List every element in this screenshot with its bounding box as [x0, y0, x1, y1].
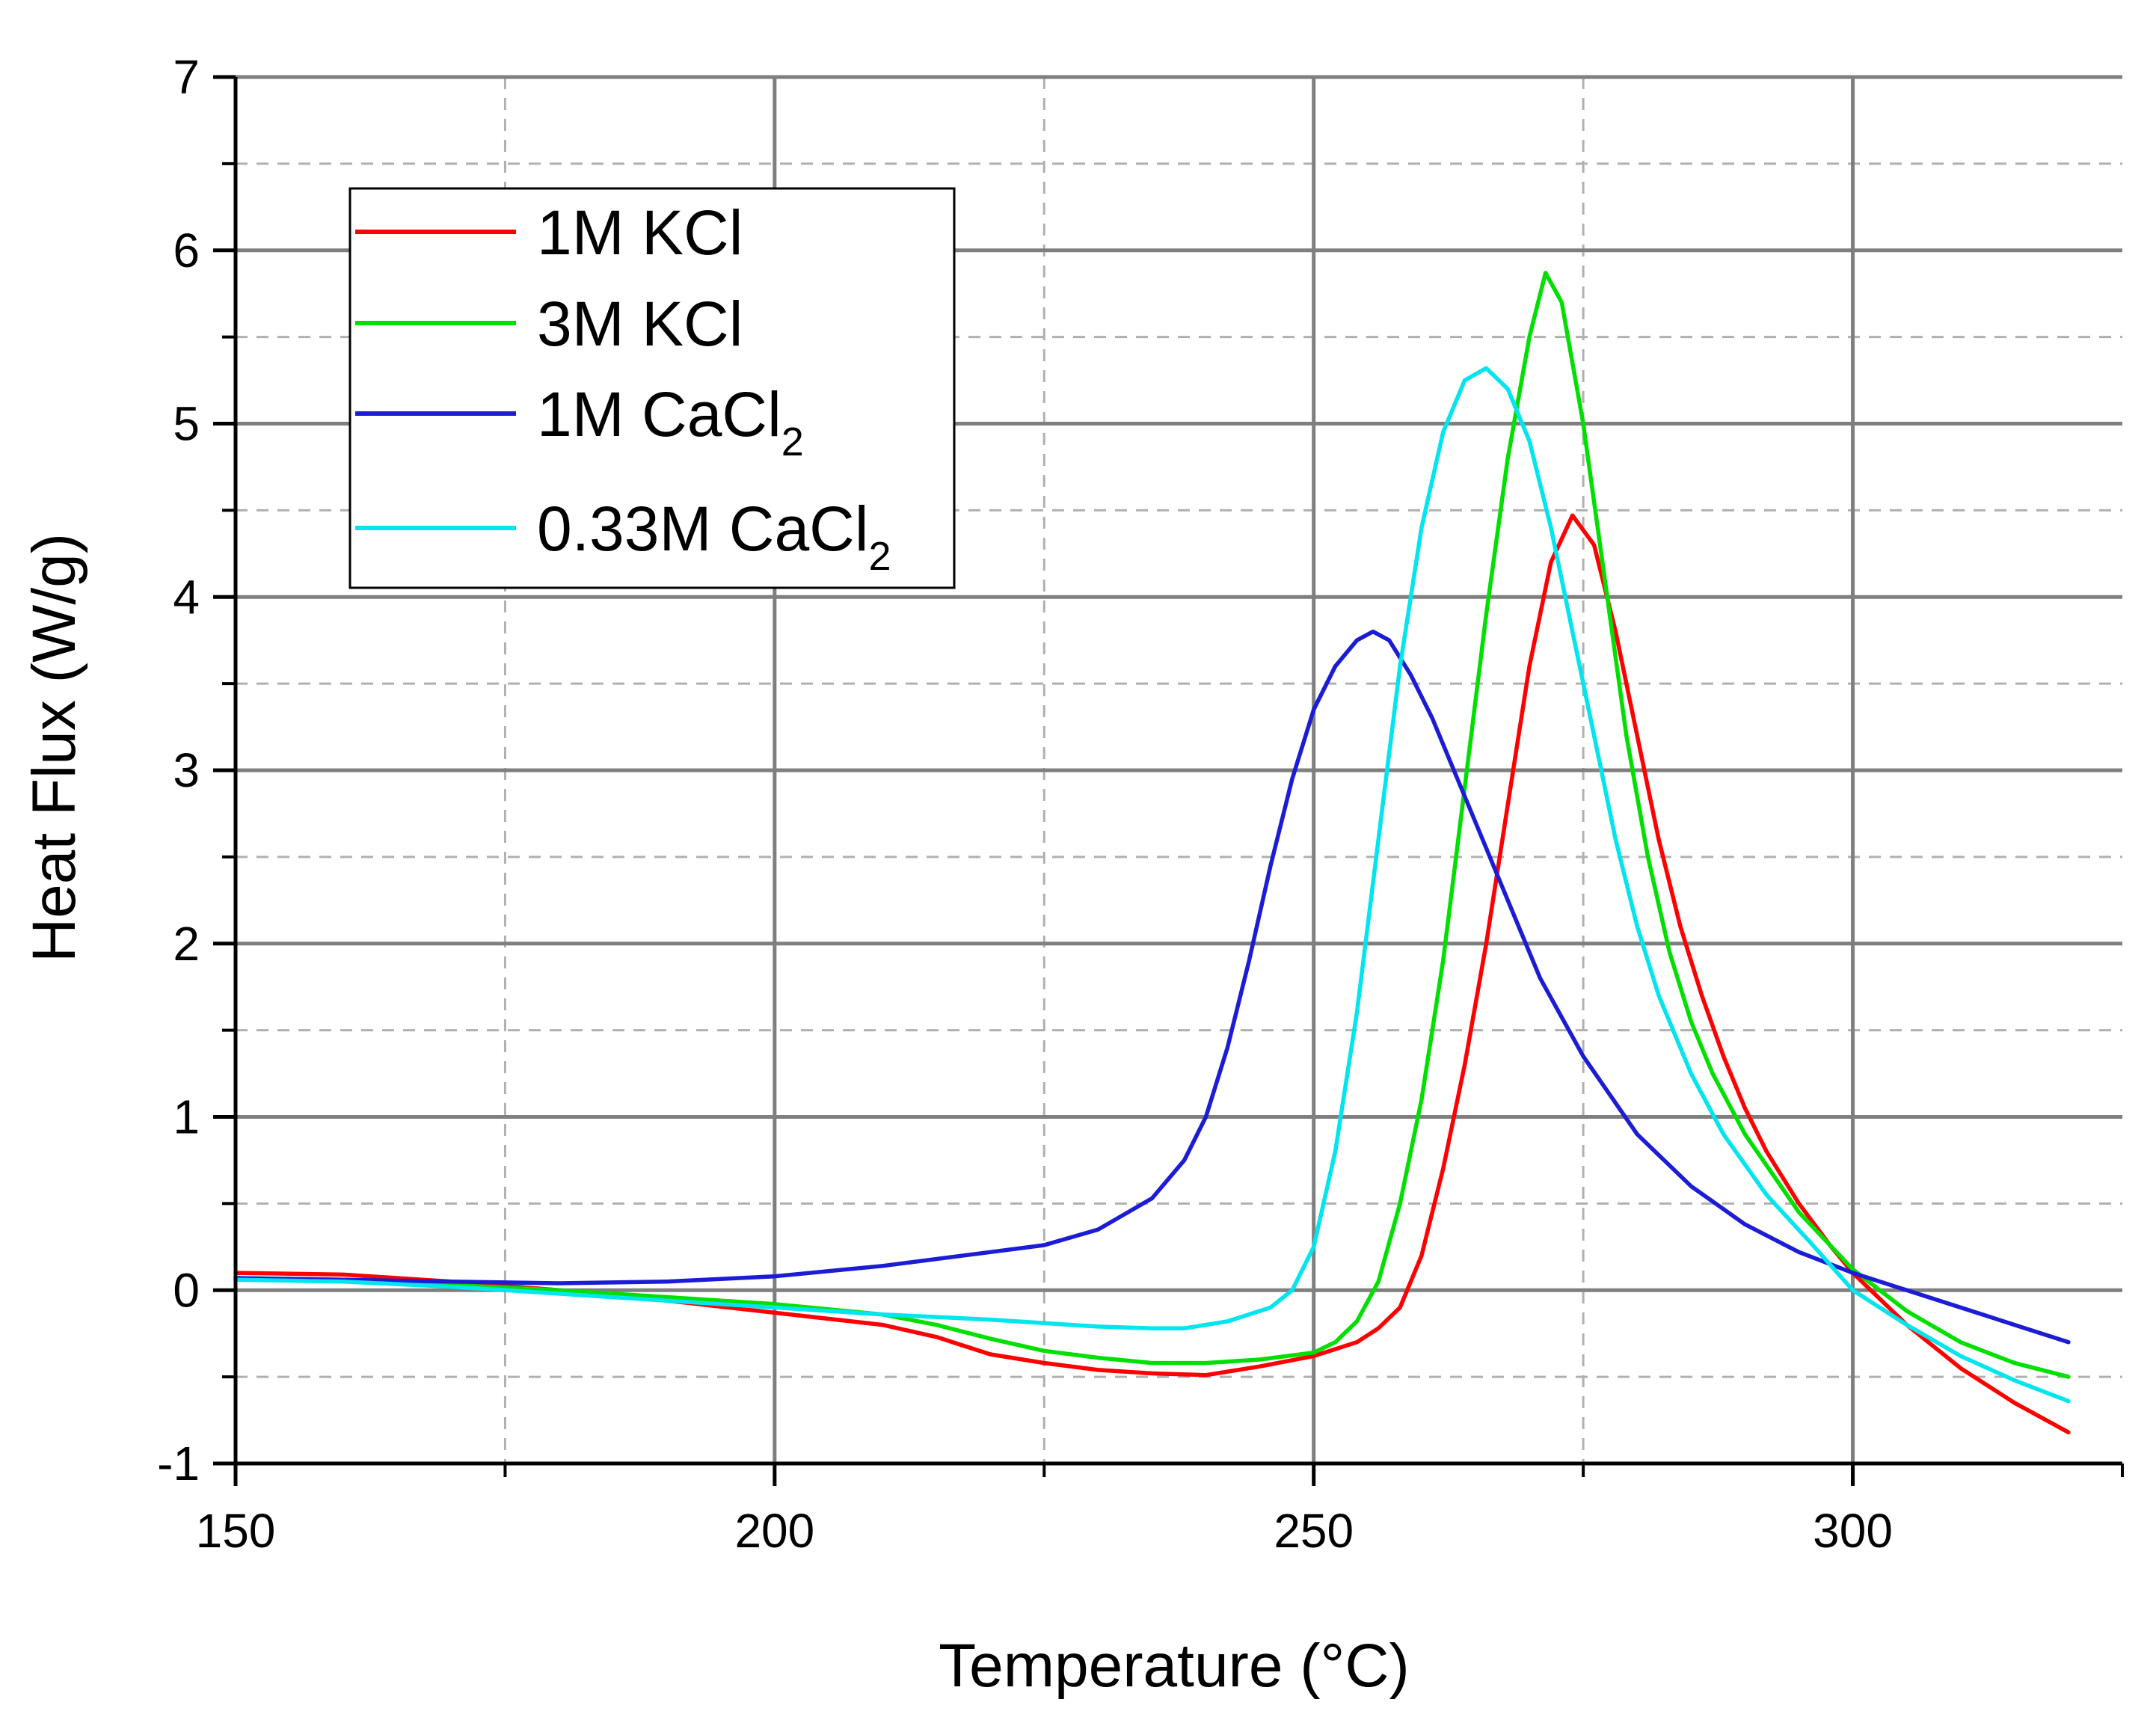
- y-tick-label: 4: [173, 570, 200, 624]
- series-line-0: [233, 513, 2071, 1435]
- axis-ticks: [213, 75, 2124, 1486]
- x-tick-label: 300: [1813, 1504, 1893, 1558]
- y-tick-label: 3: [173, 743, 200, 797]
- tick-labels: 150 200 250 300 -1 0 1 2 3 4 5 6 7: [157, 50, 1893, 1558]
- series-line-2: [233, 629, 2071, 1345]
- series-line-3: [233, 366, 2071, 1404]
- y-tick-label: 5: [173, 397, 200, 451]
- series-line-1: [233, 271, 2071, 1379]
- x-tick-label: 250: [1274, 1504, 1354, 1558]
- x-tick-label: 150: [196, 1504, 276, 1558]
- legend-box: [348, 187, 956, 589]
- y-axis-title: Heat Flux (W/g): [20, 533, 88, 962]
- legend-label-1: 3M KCl: [537, 289, 743, 359]
- x-axis-title: Temperature (°C): [939, 1632, 1410, 1700]
- y-tick-label: 1: [173, 1090, 200, 1144]
- x-tick-label: 200: [734, 1504, 814, 1558]
- y-tick-label: -1: [157, 1437, 200, 1490]
- y-tick-label: 6: [173, 224, 200, 277]
- y-tick-label: 7: [173, 50, 200, 104]
- y-tick-label: 0: [173, 1263, 200, 1317]
- series-lines: [233, 271, 2071, 1435]
- legend-label-0: 1M KCl: [537, 197, 743, 268]
- y-tick-label: 2: [173, 917, 200, 971]
